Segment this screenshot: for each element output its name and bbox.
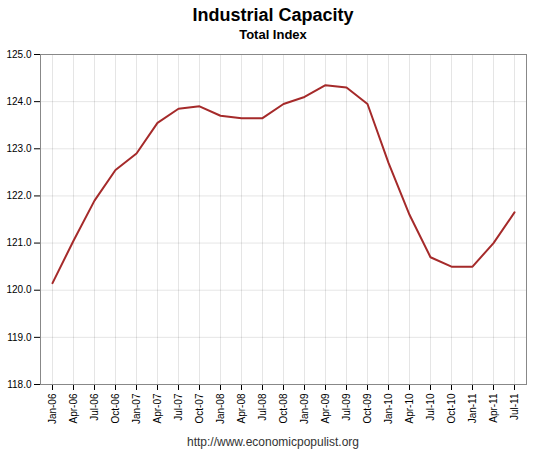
svg-text:124.0: 124.0 — [6, 96, 31, 107]
svg-text:Jan-07: Jan-07 — [131, 393, 142, 424]
svg-text:122.0: 122.0 — [6, 190, 31, 201]
svg-text:118.0: 118.0 — [7, 379, 32, 390]
svg-text:120.0: 120.0 — [6, 284, 31, 295]
svg-text:Apr-11: Apr-11 — [488, 393, 499, 423]
svg-text:Apr-06: Apr-06 — [68, 393, 79, 423]
svg-text:Jul-10: Jul-10 — [425, 393, 436, 421]
html-text:http://www.economicpopulist.or: http://www.economicpopulist.org — [187, 435, 359, 449]
svg-text:Jul-08: Jul-08 — [257, 393, 268, 421]
svg-text:Jan-11: Jan-11 — [467, 393, 478, 423]
svg-text:Apr-08: Apr-08 — [236, 393, 247, 423]
svg-text:Jan-10: Jan-10 — [383, 393, 394, 424]
svg-text:Jul-06: Jul-06 — [89, 393, 100, 421]
svg-text:Oct-07: Oct-07 — [194, 393, 205, 423]
svg-text:121.0: 121.0 — [6, 237, 31, 248]
svg-text:Jan-06: Jan-06 — [47, 393, 58, 424]
svg-text:123.0: 123.0 — [6, 143, 31, 154]
svg-text:Jan-09: Jan-09 — [299, 393, 310, 424]
svg-text:119.0: 119.0 — [7, 332, 32, 343]
html-text:Industrial Capacity: Industrial Capacity — [192, 5, 354, 25]
svg-text:Jul-09: Jul-09 — [341, 393, 352, 421]
svg-text:Oct-06: Oct-06 — [110, 393, 121, 423]
html-text:Total Index: Total Index — [239, 27, 307, 42]
svg-text:125.0: 125.0 — [6, 49, 31, 60]
svg-text:Apr-07: Apr-07 — [152, 393, 163, 423]
svg-text:Apr-09: Apr-09 — [320, 393, 331, 423]
svg-text:Oct-10: Oct-10 — [446, 393, 457, 423]
svg-text:Oct-09: Oct-09 — [362, 393, 373, 423]
svg-text:Oct-08: Oct-08 — [278, 393, 289, 423]
svg-text:Jul-11: Jul-11 — [509, 393, 520, 420]
svg-text:Jul-07: Jul-07 — [173, 393, 184, 421]
svg-text:Jan-08: Jan-08 — [215, 393, 226, 424]
svg-text:Apr-10: Apr-10 — [404, 393, 415, 423]
